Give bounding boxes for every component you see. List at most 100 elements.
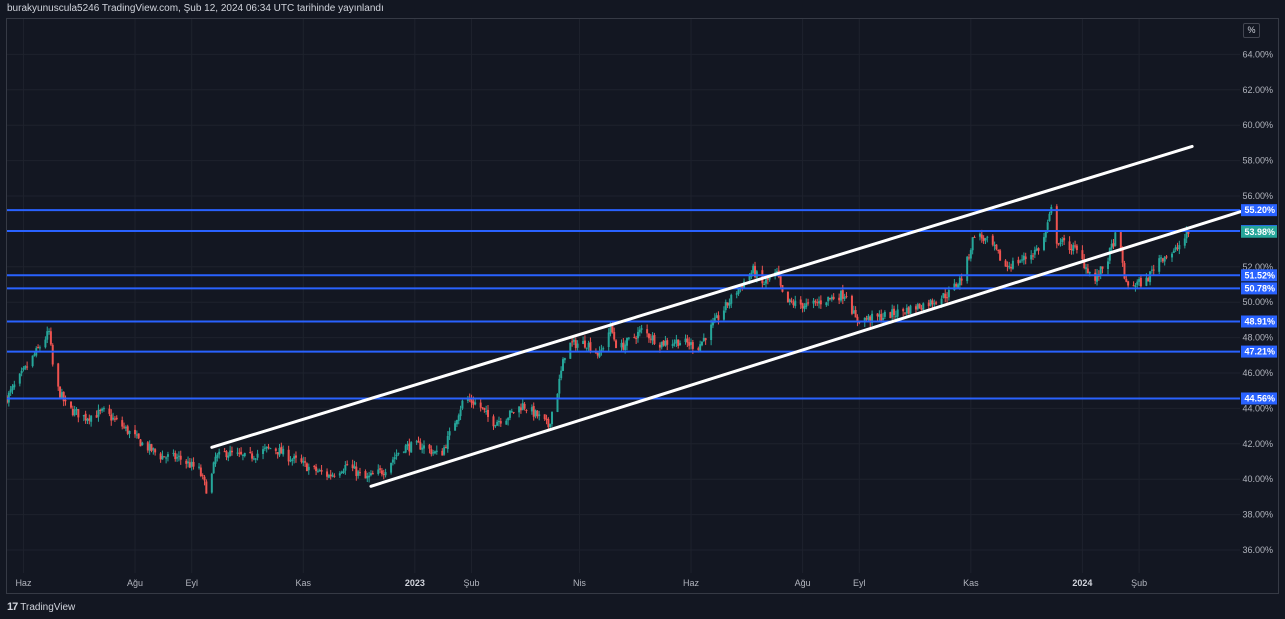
candle-up <box>585 347 588 349</box>
candle-down <box>1176 247 1179 249</box>
candle-down <box>658 344 661 348</box>
candle-up <box>141 442 144 446</box>
candle-up <box>112 417 115 420</box>
candle-down <box>850 295 853 314</box>
trendline-channel-upper[interactable] <box>210 144 1194 449</box>
candle-up <box>969 250 972 259</box>
candle-up <box>48 330 51 332</box>
candle-up <box>1149 271 1152 283</box>
candle-down <box>333 475 336 477</box>
candle-down <box>7 396 8 403</box>
x-tick-label: Kas <box>296 578 312 588</box>
candle-up <box>957 284 960 288</box>
candle-down <box>64 400 67 402</box>
candle-up <box>775 271 778 274</box>
candle-up <box>803 306 806 309</box>
candle-down <box>845 296 848 298</box>
candle-up <box>739 286 742 289</box>
candle-up <box>44 339 47 348</box>
y-tick-label: 40.00% <box>1242 474 1273 484</box>
candle-up <box>763 283 766 285</box>
price-level-label-bg <box>1241 282 1277 295</box>
candle-down <box>123 426 126 428</box>
candle-up <box>673 342 676 344</box>
trendline-channel-lower[interactable] <box>369 208 1247 488</box>
candle-up <box>737 288 740 294</box>
candle-up <box>768 277 771 280</box>
candle-up <box>404 445 407 453</box>
candle-up <box>1183 238 1186 246</box>
candle-down <box>918 303 921 309</box>
candle-up <box>830 296 833 300</box>
candle-down <box>139 439 142 447</box>
candle-up <box>560 370 563 379</box>
candle-down <box>997 249 1000 251</box>
candle-up <box>210 473 213 493</box>
candle-down <box>889 312 892 319</box>
candle-down <box>1075 245 1078 251</box>
price-level-label-bg <box>1241 392 1277 405</box>
candle-up <box>161 455 164 460</box>
candle-up <box>466 399 469 401</box>
candle-down <box>1006 265 1009 267</box>
candle-up <box>971 237 974 251</box>
candle-up <box>805 303 808 308</box>
candle-up <box>1019 261 1022 263</box>
candle-up <box>684 338 687 342</box>
candle-up <box>812 300 815 304</box>
candle-down <box>492 416 495 427</box>
candle-up <box>1044 230 1047 238</box>
y-tick-label: 44.00% <box>1242 403 1273 413</box>
candle-down <box>351 464 354 469</box>
candle-up <box>293 456 296 459</box>
candle-down <box>126 426 129 434</box>
candle-up <box>620 342 623 348</box>
candle-up <box>446 435 449 449</box>
candle-up <box>1134 285 1137 287</box>
candle-up <box>896 309 899 317</box>
price-chart[interactable]: 64.00%62.00%60.00%58.00%56.00%54.00%52.0… <box>7 19 1278 593</box>
candle-down <box>519 407 522 411</box>
y-tick-label: 52.00% <box>1242 262 1273 272</box>
candle-down <box>611 324 614 333</box>
candle-down <box>1055 206 1058 244</box>
candle-up <box>357 471 360 476</box>
chart-pane[interactable]: 64.00%62.00%60.00%58.00%56.00%54.00%52.0… <box>6 18 1279 594</box>
candle-up <box>22 368 25 370</box>
candle-up <box>454 423 457 431</box>
candle-up <box>530 407 533 412</box>
candle-up <box>410 442 413 453</box>
candle-up <box>933 303 936 305</box>
candle-up <box>505 420 508 425</box>
candle-up <box>905 307 908 314</box>
brand-name: TradingView <box>20 601 76 613</box>
candle-up <box>871 313 874 323</box>
candle-down <box>583 340 586 348</box>
candle-down <box>121 420 124 427</box>
candle-up <box>891 309 894 318</box>
candle-up <box>369 473 372 476</box>
candle-up <box>459 409 462 417</box>
candle-up <box>262 449 265 455</box>
candle-down <box>1123 263 1126 279</box>
candle-up <box>788 299 791 303</box>
candle-down <box>1024 256 1027 260</box>
candle-up <box>510 411 513 413</box>
candle-down <box>444 446 447 448</box>
candle-up <box>461 400 464 409</box>
candle-down <box>113 418 116 420</box>
candle-down <box>613 332 616 340</box>
candle-down <box>704 338 707 341</box>
candle-up <box>86 418 89 422</box>
candle-up <box>20 370 23 374</box>
candle-down <box>646 329 649 334</box>
candle-down <box>358 472 361 474</box>
percent-scale-toggle[interactable]: % <box>1243 23 1260 38</box>
candle-up <box>929 299 932 306</box>
candle-down <box>927 302 930 307</box>
candle-up <box>1163 257 1166 262</box>
candle-up <box>406 444 409 446</box>
candle-up <box>878 314 881 317</box>
y-tick-label: 42.00% <box>1242 439 1273 449</box>
price-level-label: 55.20% <box>1244 205 1275 215</box>
